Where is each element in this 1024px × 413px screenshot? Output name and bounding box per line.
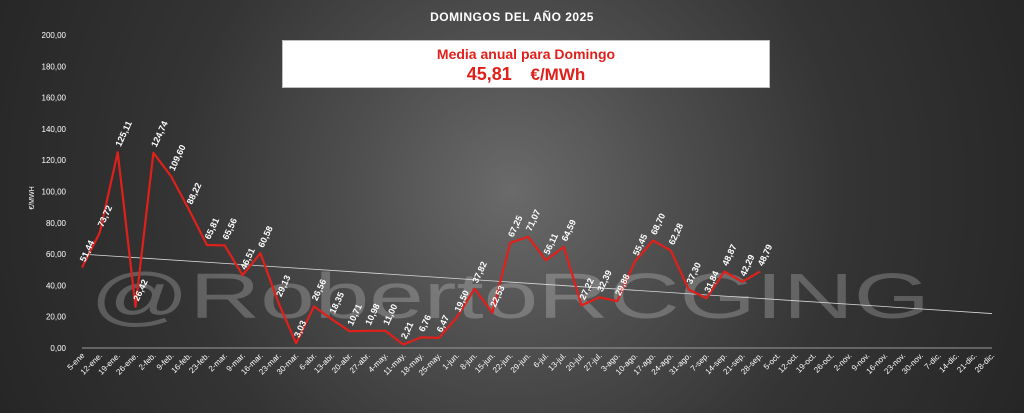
- data-label: 60,58: [256, 224, 275, 249]
- y-tick-label: 20,00: [46, 313, 67, 322]
- data-label: 55,45: [631, 232, 650, 257]
- trend-line: [81, 253, 993, 314]
- y-tick-label: 100,00: [42, 188, 67, 197]
- annual-mean-box: Media anual para Domingo 45,81 €/MWh: [282, 40, 770, 88]
- chart-title: DOMINGOS DEL AÑO 2025: [430, 9, 594, 24]
- y-tick-label: 0,00: [50, 344, 66, 353]
- data-label: 124,74: [149, 119, 170, 148]
- y-tick-label: 60,00: [46, 250, 67, 259]
- x-tick-label: 13-jul.: [546, 351, 568, 373]
- y-tick-label: 40,00: [46, 281, 67, 290]
- data-label: 68,70: [649, 212, 668, 237]
- x-axis-ticks: 5-ene12-ene.19-ene.26-ene.2-feb.9-feb.16…: [66, 351, 997, 378]
- y-tick-label: 140,00: [42, 125, 67, 134]
- y-axis-label: €/MWH: [29, 186, 36, 209]
- x-tick-label: 20-jul.: [564, 351, 586, 373]
- x-tick-label: 23-feb.: [187, 351, 211, 375]
- x-tick-label: 27-abr.: [348, 351, 372, 375]
- data-label: 65,56: [220, 217, 239, 242]
- y-tick-label: 200,00: [42, 31, 67, 40]
- data-label: 64,59: [560, 218, 579, 243]
- y-tick-label: 180,00: [42, 62, 67, 71]
- x-tick-label: 29-jun.: [509, 351, 533, 375]
- x-tick-label: 26-oct.: [812, 351, 836, 375]
- x-tick-label: 2-mar.: [207, 351, 229, 373]
- y-tick-label: 160,00: [42, 94, 67, 103]
- data-label: 65,81: [203, 216, 222, 241]
- y-tick-label: 80,00: [46, 219, 67, 228]
- annual-mean-unit: €/MWh: [530, 65, 586, 84]
- annual-mean-line: 45,81 €/MWh: [283, 64, 769, 85]
- watermark-text: @RobertoRCGING: [90, 260, 930, 332]
- x-tick-label: 28-dic.: [973, 351, 996, 374]
- x-tick-label: 1-jun.: [441, 351, 462, 372]
- series-line: [81, 151, 761, 346]
- x-tick-label: 2-feb.: [137, 351, 158, 372]
- data-label: 109,60: [167, 143, 188, 172]
- data-label: 71,07: [524, 208, 543, 233]
- x-tick-label: 2-nov.: [832, 351, 854, 373]
- data-label: 125,11: [113, 119, 133, 148]
- data-label: 73,72: [96, 204, 115, 229]
- data-label: 88,22: [185, 181, 204, 206]
- data-label: 67,25: [506, 214, 525, 239]
- annual-mean-label: Media anual para Domingo: [436, 46, 616, 62]
- annual-mean-value: 45,81: [466, 64, 512, 84]
- y-axis-ticks: 0,00 20,00 40,00 60,00 80,00 100,00 120,00 140,…: [42, 31, 67, 353]
- y-tick-label: 120,00: [42, 156, 67, 165]
- data-label: 62,28: [667, 222, 686, 247]
